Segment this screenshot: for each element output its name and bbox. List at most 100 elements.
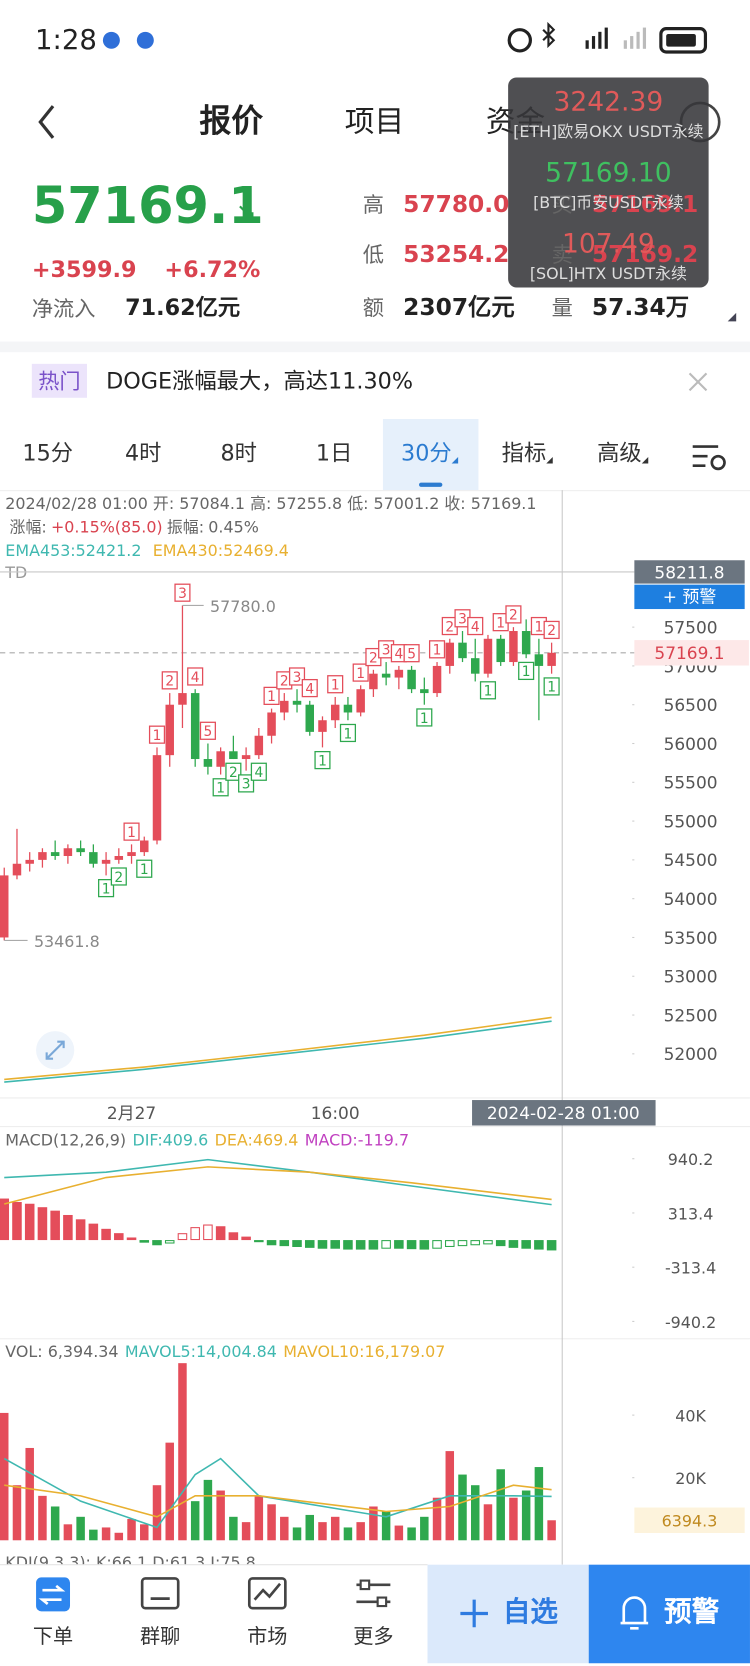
banner-text[interactable]: DOGE涨幅最大，高达11.30% [106,368,413,394]
td-label: 2 [445,619,454,635]
macd-bar [164,1240,175,1244]
nav-item[interactable]: 下单 [32,1625,74,1649]
candle-body [330,704,340,721]
candle-body [292,700,302,705]
nav-tab[interactable]: 报价 [199,102,264,141]
settings-icon[interactable] [692,445,726,471]
nav-item[interactable]: 群聊 [140,1625,181,1649]
macd-bar [254,1240,264,1243]
td-label: 2 [369,650,378,666]
macd-bar [457,1240,468,1247]
stat-label: 低 [362,241,385,268]
macd-bar [152,1240,162,1246]
back-icon[interactable] [38,105,55,139]
macd-bar [37,1207,48,1241]
candle-body [407,669,416,690]
alert-nav-button[interactable]: 预警 [664,1596,720,1629]
volume-bar [394,1525,404,1541]
stat-value: 57.34万 [591,294,690,322]
candle-body [203,759,213,767]
timeframe-tab[interactable]: 8时 [220,440,257,466]
crosshair-date: 2024-02-28 01:00 [487,1104,640,1124]
timeframe-tab[interactable]: 1日 [315,440,353,466]
volume-bar [267,1504,276,1541]
volume-bar [483,1504,493,1541]
min-label: 53461.8 [34,932,100,951]
td-box [238,774,255,793]
candle-body [152,755,162,841]
popup-price: 107.49 [561,228,655,259]
timeframe-tab[interactable]: 15分 [22,440,74,466]
td-box [352,663,369,682]
volume-bar [241,1522,251,1541]
macd-bar [483,1240,493,1245]
macd-header-part: MACD(12,26,9) [5,1131,126,1150]
macd-bar [12,1202,22,1241]
macd-bar [139,1240,150,1243]
candle-body [521,631,531,655]
macd-line [4,1166,552,1205]
candle-body [25,859,34,864]
macd-bar [190,1227,200,1241]
y-tick-label: 52500 [664,1006,718,1026]
volume-bar [420,1516,429,1541]
candle-body [50,852,60,857]
candle-body [127,852,136,857]
dropdown-caret: ◢ [641,455,649,465]
timeframe-tab[interactable]: 指标◢ [501,440,553,466]
watch-button[interactable]: 自选 [502,1596,558,1629]
stat-label: 量 [551,294,573,321]
td-info: TD [4,563,27,582]
macd-bar [534,1240,544,1250]
td-label: 2 [547,623,556,639]
candle-body [12,863,22,876]
banner-tag: 热门 [31,363,87,398]
td-label: 1 [140,862,149,878]
macd-bar [304,1240,315,1248]
candle-body [470,658,480,674]
mavol-line [4,1484,552,1518]
candle-body [140,840,149,853]
td-box [136,859,153,878]
y-tick-label: 54500 [664,851,718,871]
candle-body [458,642,467,659]
timeframe-tab[interactable]: 高级◢ [597,440,649,466]
macd-bar [432,1240,442,1249]
candle-body [509,631,518,663]
volume-bar [38,1495,47,1541]
timeframe-tab[interactable]: 4时 [124,440,162,466]
macd-bar [381,1240,391,1249]
td-label: 1 [318,753,327,769]
volume-bar [509,1497,518,1541]
volume-bar [330,1516,340,1541]
td-label: 4 [254,765,263,781]
volume-bar [216,1490,225,1541]
y-tick-label: 55000 [664,812,718,832]
max-label: 57780.0 [210,597,276,616]
change: +3599.9 [31,256,137,283]
alert-button[interactable]: + 预警 [663,588,717,608]
td-label: 4 [305,681,314,697]
macd-bar [508,1240,519,1248]
macd-bar [330,1240,340,1249]
timeframe-tab[interactable]: 30分◢ [401,440,459,466]
nav-item[interactable]: 市场 [247,1625,288,1649]
volume-bar [292,1527,302,1541]
status-time: 1:28 [35,24,97,57]
candle-body [229,751,238,760]
macd-bar [343,1240,353,1250]
macd-bar [88,1223,99,1241]
expand-triangle [727,312,737,322]
nav-item[interactable]: 更多 [353,1625,394,1649]
divider [0,490,750,492]
nav-tab[interactable]: 项目 [344,103,405,139]
td-label: 4 [394,647,403,663]
popup [508,77,709,288]
td-label: 3 [293,670,302,686]
volume-bar [381,1511,391,1541]
volume-bar [0,1412,9,1541]
td-box [314,750,331,770]
close-icon[interactable] [688,372,708,392]
